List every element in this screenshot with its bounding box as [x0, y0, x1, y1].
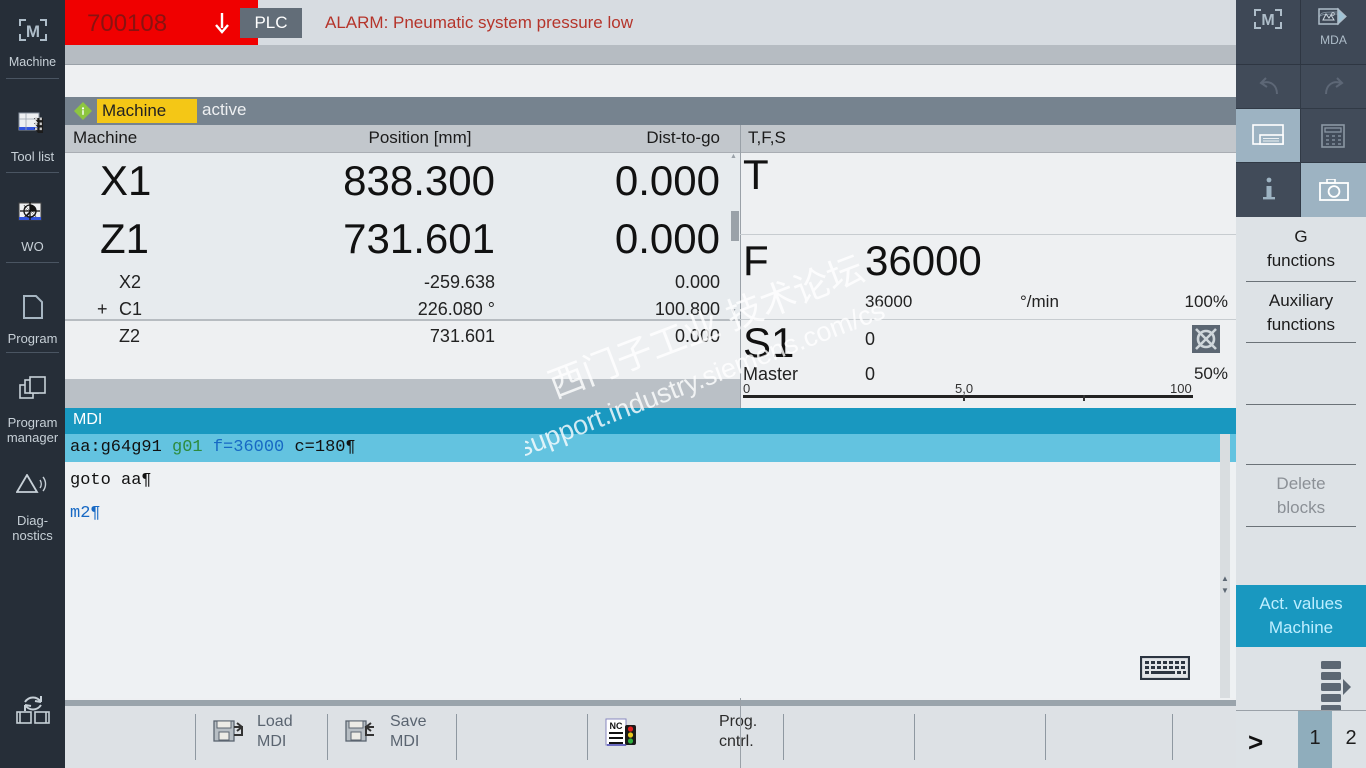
svg-text:NC: NC	[610, 721, 623, 731]
svg-text:M: M	[25, 22, 39, 41]
svg-text:M: M	[1261, 12, 1274, 29]
